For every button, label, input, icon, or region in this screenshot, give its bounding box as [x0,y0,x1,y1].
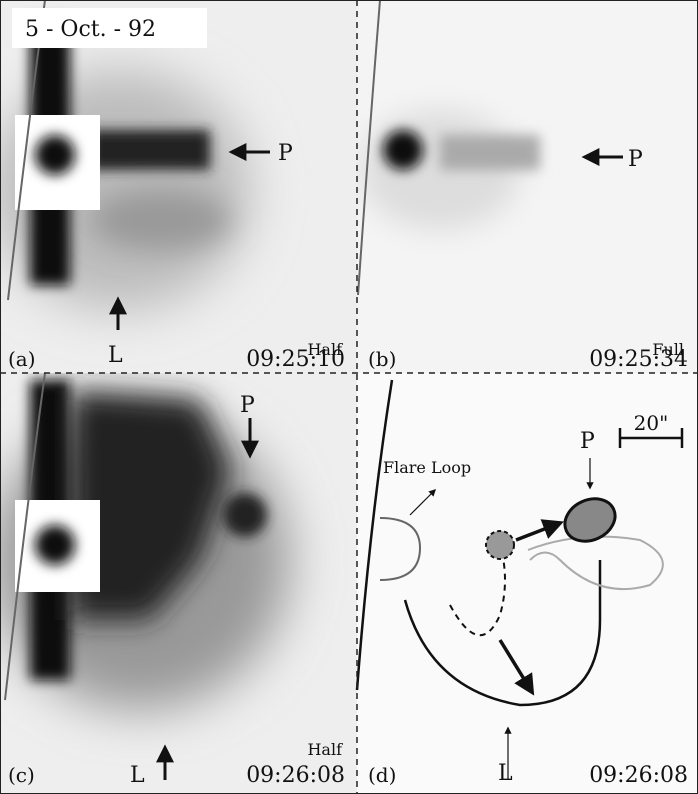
panel-c-image [0,373,357,794]
panel-b-image [357,0,698,373]
time: 09:26:08 [246,763,345,788]
arrow-label: P [628,147,643,172]
annotation: L [498,761,513,786]
arrow-label: L [108,343,123,368]
arrow-label: P [278,141,293,166]
panel-a-image [0,0,357,373]
mode: Full [652,340,684,359]
panel-label: (b) [368,347,396,371]
annotation: Flare Loop [383,458,471,477]
panel-label: (a) [8,347,36,371]
scale-label: 20" [634,411,669,435]
time: 09:26:08 [589,763,688,788]
arrow-label: L [130,763,145,788]
time: 09:25:34 [589,347,688,372]
mode: Half [307,340,343,359]
panel-d-diagram [355,379,684,780]
panel-label: (c) [8,763,35,787]
arrow-label: P [240,393,255,418]
pointer-arrows [109,143,623,780]
time: 09:25:10 [246,347,345,372]
panel-label: (d) [368,763,396,787]
mode: Half [307,740,343,759]
date: 5 - Oct. - 92 [25,17,156,42]
annotation: P [580,429,595,454]
